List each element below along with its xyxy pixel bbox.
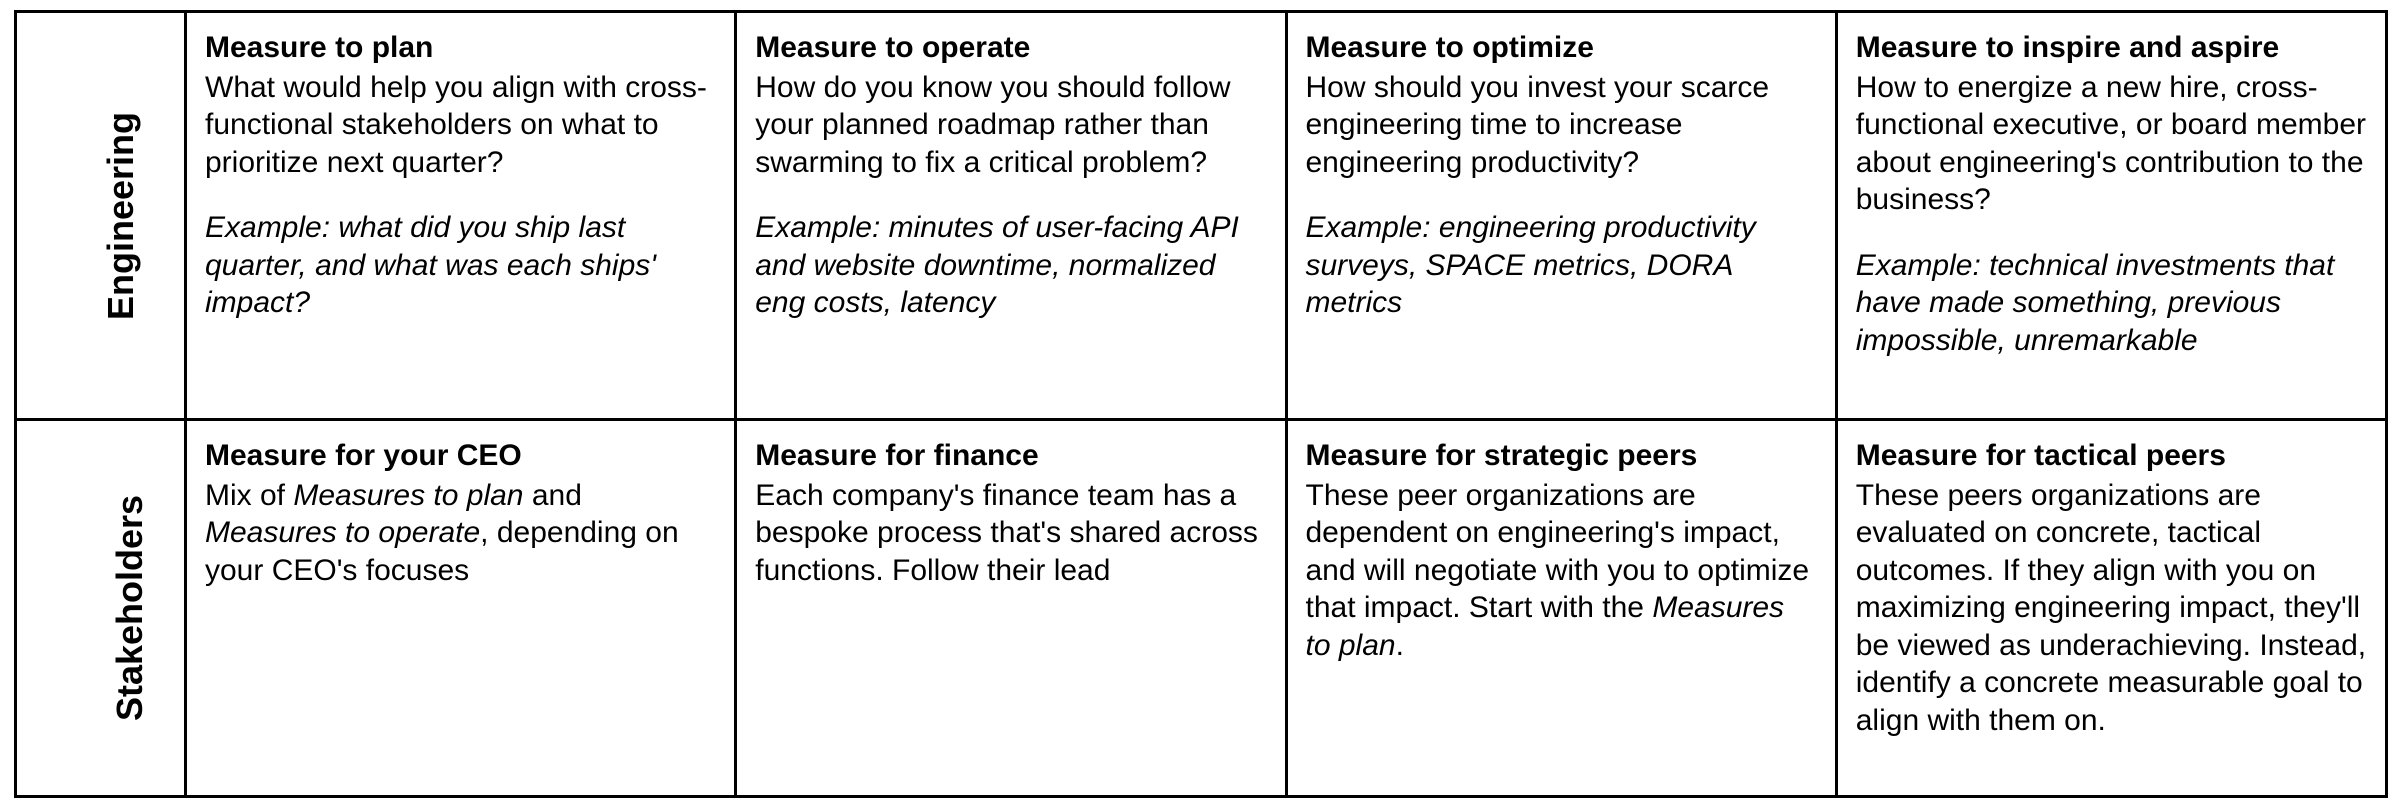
row-label: Stakeholders bbox=[112, 495, 148, 721]
cell-title: Measure to operate bbox=[755, 29, 1266, 67]
cell-example: Example: technical investments that have… bbox=[1856, 247, 2367, 360]
cell-example: Example: minutes of user-facing API and … bbox=[755, 209, 1266, 322]
cell-body: How should you invest your scarce engine… bbox=[1306, 69, 1817, 182]
cell-measure-for-ceo: Measure for your CEO Mix of Measures to … bbox=[186, 420, 736, 797]
row-header-engineering: Engineering bbox=[16, 12, 186, 420]
cell-body: Each company's finance team has a bespok… bbox=[755, 477, 1266, 590]
cell-measure-to-operate: Measure to operate How do you know you s… bbox=[736, 12, 1286, 420]
cell-example: Example: what did you ship last quarter,… bbox=[205, 209, 716, 322]
cell-title: Measure to optimize bbox=[1306, 29, 1817, 67]
measures-table-container: Engineering Measure to plan What would h… bbox=[0, 0, 2402, 808]
cell-measure-for-finance: Measure for finance Each company's finan… bbox=[736, 420, 1286, 797]
cell-title: Measure to inspire and aspire bbox=[1856, 29, 2367, 67]
cell-title: Measure for finance bbox=[755, 437, 1266, 475]
cell-measure-to-inspire: Measure to inspire and aspire How to ene… bbox=[1836, 12, 2386, 420]
cell-body: Mix of Measures to plan and Measures to … bbox=[205, 477, 716, 590]
cell-measure-for-strategic-peers: Measure for strategic peers These peer o… bbox=[1286, 420, 1836, 797]
cell-body: What would help you align with cross-fun… bbox=[205, 69, 716, 182]
measures-table: Engineering Measure to plan What would h… bbox=[14, 10, 2388, 798]
cell-body: These peer organizations are dependent o… bbox=[1306, 477, 1817, 665]
table-row: Engineering Measure to plan What would h… bbox=[16, 12, 2387, 420]
cell-body: How to energize a new hire, cross-functi… bbox=[1856, 69, 2367, 219]
cell-title: Measure for strategic peers bbox=[1306, 437, 1817, 475]
cell-title: Measure for your CEO bbox=[205, 437, 716, 475]
table-row: Stakeholders Measure for your CEO Mix of… bbox=[16, 420, 2387, 797]
row-header-stakeholders: Stakeholders bbox=[16, 420, 186, 797]
cell-body: How do you know you should follow your p… bbox=[755, 69, 1266, 182]
cell-measure-to-optimize: Measure to optimize How should you inves… bbox=[1286, 12, 1836, 420]
cell-measure-for-tactical-peers: Measure for tactical peers These peers o… bbox=[1836, 420, 2386, 797]
cell-body: These peers organizations are evaluated … bbox=[1856, 477, 2367, 740]
cell-title: Measure to plan bbox=[205, 29, 716, 67]
row-label: Engineering bbox=[103, 112, 139, 320]
cell-example: Example: engineering productivity survey… bbox=[1306, 209, 1817, 322]
cell-measure-to-plan: Measure to plan What would help you alig… bbox=[186, 12, 736, 420]
cell-title: Measure for tactical peers bbox=[1856, 437, 2367, 475]
